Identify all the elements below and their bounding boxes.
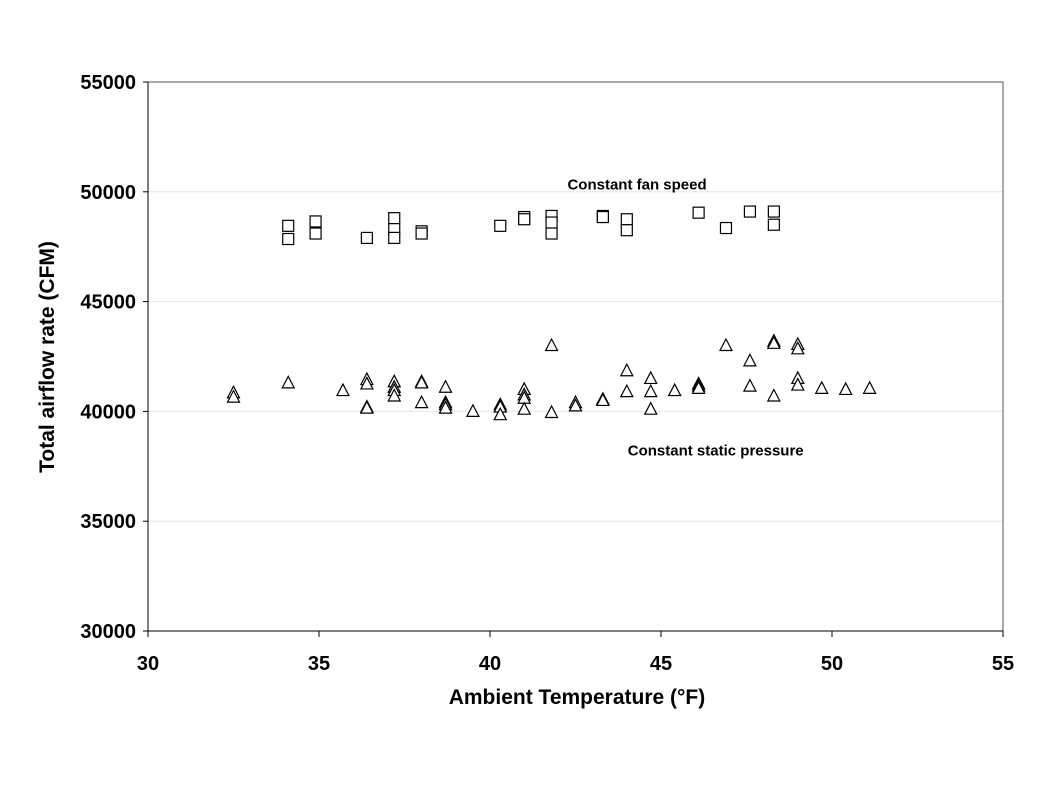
data-point-square bbox=[282, 219, 295, 232]
data-point-triangle bbox=[465, 403, 480, 417]
data-point-triangle bbox=[862, 380, 877, 394]
y-tick-label: 40000 bbox=[80, 401, 136, 423]
data-point-square bbox=[360, 231, 373, 245]
data-point-triangle bbox=[226, 389, 241, 403]
plot-frame bbox=[147, 81, 1004, 632]
data-point-square bbox=[719, 221, 733, 235]
y-tick-label: 35000 bbox=[80, 511, 136, 533]
data-point-triangle bbox=[718, 337, 733, 352]
data-point-triangle bbox=[790, 377, 805, 391]
data-points bbox=[226, 205, 877, 421]
data-point-triangle bbox=[691, 380, 706, 394]
data-point-triangle bbox=[517, 401, 532, 415]
data-point-square bbox=[282, 232, 295, 246]
data-point-triangle bbox=[387, 388, 402, 402]
x-tick-label: 45 bbox=[650, 653, 672, 675]
data-point-triangle bbox=[493, 406, 508, 421]
data-point-triangle bbox=[359, 400, 374, 414]
data-point-triangle bbox=[595, 392, 610, 407]
data-point-square bbox=[692, 206, 705, 219]
data-point-square bbox=[309, 227, 322, 240]
data-point-square bbox=[415, 227, 428, 240]
data-point-square bbox=[518, 213, 531, 226]
data-point-triangle bbox=[742, 353, 757, 367]
data-point-triangle bbox=[438, 400, 453, 414]
annotation-constant-static-pressure: Constant static pressure bbox=[628, 442, 804, 459]
data-point-square bbox=[309, 215, 322, 228]
y-tick-label: 50000 bbox=[80, 182, 136, 204]
x-tick-label: 30 bbox=[137, 653, 159, 675]
data-point-triangle bbox=[838, 381, 853, 396]
data-point-square bbox=[620, 213, 633, 226]
tick-labels: 30000 35000 40000 45000 50000 55000 30 35 40 45 50… bbox=[80, 72, 1014, 675]
x-tick-label: 55 bbox=[992, 653, 1014, 675]
y-tick-label: 55000 bbox=[80, 72, 136, 94]
y-axis-title: Total airflow rate (CFM) bbox=[36, 241, 59, 473]
data-point-triangle bbox=[667, 382, 682, 397]
data-point-square bbox=[388, 212, 401, 225]
data-point-triangle bbox=[742, 378, 757, 392]
x-tick-label: 40 bbox=[479, 653, 501, 675]
data-point-triangle bbox=[619, 362, 634, 377]
data-point-square bbox=[620, 224, 633, 237]
data-point-triangle bbox=[814, 380, 829, 394]
x-axis-title: Ambient Temperature (°F) bbox=[449, 686, 706, 709]
data-point-square bbox=[494, 219, 507, 232]
data-point-triangle bbox=[544, 404, 559, 419]
data-point-triangle bbox=[438, 379, 453, 393]
data-point-square bbox=[388, 231, 401, 245]
data-point-square bbox=[767, 205, 780, 218]
data-point-square bbox=[545, 227, 558, 240]
data-point-triangle bbox=[359, 376, 374, 390]
data-point-triangle bbox=[643, 401, 658, 415]
x-tick-label: 35 bbox=[308, 653, 330, 675]
data-point-square bbox=[743, 205, 757, 218]
data-point-triangle bbox=[643, 370, 658, 385]
data-point-triangle bbox=[766, 388, 781, 402]
data-point-triangle bbox=[414, 394, 429, 409]
data-point-square bbox=[596, 210, 609, 224]
axes bbox=[143, 81, 1004, 637]
annotation-constant-fan-speed: Constant fan speed bbox=[567, 177, 706, 194]
data-point-triangle bbox=[790, 341, 805, 355]
data-point-square bbox=[767, 218, 780, 231]
data-point-triangle bbox=[414, 375, 429, 389]
y-tick-label: 30000 bbox=[80, 621, 136, 643]
x-tick-label: 50 bbox=[821, 653, 843, 675]
data-point-triangle bbox=[568, 398, 583, 412]
data-point-triangle bbox=[544, 337, 559, 352]
gridlines bbox=[148, 191, 1003, 522]
y-tick-label: 45000 bbox=[80, 292, 136, 314]
data-point-triangle bbox=[766, 335, 781, 349]
data-point-square bbox=[545, 216, 558, 229]
data-point-triangle bbox=[643, 383, 658, 398]
data-point-triangle bbox=[281, 375, 296, 389]
data-point-triangle bbox=[619, 383, 634, 398]
data-point-triangle bbox=[335, 382, 350, 397]
